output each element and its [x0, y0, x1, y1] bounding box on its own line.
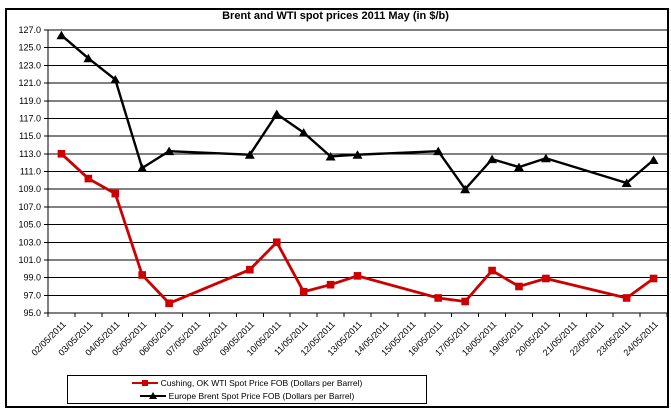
data-point-marker [515, 282, 523, 291]
data-point-marker [84, 174, 93, 183]
data-point-marker [513, 162, 524, 172]
y-axis-label: 119.0 [19, 96, 41, 106]
data-point-marker [353, 272, 362, 280]
y-axis-label: 125.0 [18, 43, 41, 53]
data-point-marker [110, 75, 121, 84]
y-axis-label: 115.0 [19, 131, 41, 141]
data-point-marker [165, 299, 173, 308]
y-axis-label: 107.0 [18, 202, 41, 212]
y-axis-label: 121.0 [18, 78, 41, 88]
y-axis-label: 117.0 [19, 113, 41, 123]
data-point-marker [57, 150, 66, 158]
legend-label-brent: Europe Brent Spot Price FOB (Dollars per… [168, 391, 355, 401]
data-point-marker [325, 151, 336, 161]
brent-series-sample [139, 391, 166, 401]
data-point-marker [488, 266, 496, 275]
y-axis-label: 97.0 [23, 290, 41, 300]
data-point-marker [460, 184, 471, 194]
data-point-marker [83, 53, 94, 63]
legend-item-brent: Europe Brent Spot Price FOB (Dollars per… [68, 390, 426, 403]
data-point-marker [272, 238, 281, 247]
y-axis-label: 109.0 [18, 184, 41, 194]
y-axis-label: 101.0 [18, 255, 41, 265]
legend-label-wti: Cushing, OK WTI Spot Price FOB (Dollars … [160, 378, 363, 388]
y-axis-label: 113.0 [19, 149, 41, 159]
data-point-marker [352, 150, 363, 159]
chart-frame [5, 8, 669, 408]
data-point-marker [540, 153, 551, 163]
data-point-marker [487, 154, 498, 164]
legend-item-wti: Cushing, OK WTI Spot Price FOB (Dollars … [68, 377, 426, 390]
square-marker-icon [141, 380, 148, 386]
data-point-marker [648, 155, 659, 165]
data-point-marker [164, 146, 175, 156]
data-point-marker [111, 189, 120, 198]
chart-title: Brent and WTI spot prices 2011 May (in $… [222, 10, 449, 22]
y-axis-label: 95.0 [23, 308, 41, 318]
data-point-marker [244, 150, 255, 159]
legend: Cushing, OK WTI Spot Price FOB (Dollars … [67, 375, 427, 404]
y-axis-label: 123.0 [18, 60, 41, 70]
data-point-marker [433, 146, 444, 156]
y-axis-label: 127.0 [18, 25, 41, 35]
data-point-marker [326, 280, 335, 289]
data-point-marker [298, 128, 309, 137]
series-line-1 [60, 34, 655, 191]
data-point-marker [434, 294, 443, 302]
data-point-marker [461, 297, 469, 306]
wti-series-sample [131, 378, 158, 388]
y-axis-label: 105.0 [18, 220, 41, 230]
data-point-marker [271, 109, 282, 119]
y-axis-label: 103.0 [18, 237, 41, 247]
data-point-marker [246, 265, 254, 274]
data-point-marker [649, 274, 658, 283]
data-point-marker [621, 178, 632, 187]
y-axis-label: 99.0 [23, 273, 41, 283]
data-point-marker [56, 30, 67, 40]
data-point-marker [137, 163, 148, 172]
data-point-marker [299, 287, 308, 296]
y-axis-label: 111.0 [20, 167, 41, 177]
data-point-marker [138, 271, 146, 279]
series-line-0 [60, 152, 655, 305]
triangle-marker-icon [148, 392, 157, 399]
data-point-marker [622, 294, 631, 302]
data-point-marker [542, 274, 550, 283]
